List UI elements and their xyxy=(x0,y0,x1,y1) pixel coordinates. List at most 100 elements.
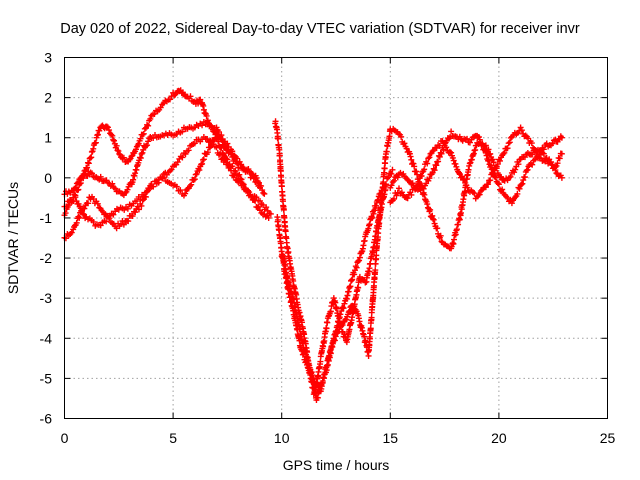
data-point xyxy=(464,135,471,142)
series-track-F xyxy=(387,128,565,207)
data-point xyxy=(335,312,342,319)
plot-frame xyxy=(64,57,608,419)
data-point xyxy=(389,179,396,186)
data-point xyxy=(187,93,194,100)
data-point xyxy=(339,304,346,311)
data-point xyxy=(122,189,129,196)
data-point xyxy=(437,232,444,239)
data-point xyxy=(280,260,287,267)
data-point xyxy=(554,160,561,167)
data-point xyxy=(558,150,565,157)
data-point xyxy=(408,156,415,163)
data-point xyxy=(492,174,499,181)
data-point xyxy=(553,170,560,177)
data-point xyxy=(411,163,418,170)
data-point xyxy=(128,153,135,160)
data-point xyxy=(549,140,556,147)
y-tick-label: 0 xyxy=(44,170,52,186)
data-point xyxy=(75,200,82,207)
data-point xyxy=(407,153,414,160)
data-point xyxy=(347,283,354,290)
data-point xyxy=(179,128,186,135)
data-point xyxy=(196,167,203,174)
data-point xyxy=(540,146,547,153)
data-point xyxy=(385,174,392,181)
data-point xyxy=(278,183,285,190)
data-point xyxy=(381,165,388,172)
data-point xyxy=(464,184,471,191)
data-point xyxy=(506,139,513,146)
data-point xyxy=(218,136,225,143)
data-point xyxy=(514,190,521,197)
data-point xyxy=(552,164,559,171)
data-point xyxy=(558,174,565,181)
data-point xyxy=(421,166,428,173)
data-point xyxy=(114,147,121,154)
data-point xyxy=(443,144,450,151)
data-point xyxy=(77,180,84,187)
data-point xyxy=(75,186,82,193)
data-point xyxy=(256,182,263,189)
data-point xyxy=(213,144,220,151)
data-point xyxy=(461,176,468,183)
data-point xyxy=(485,157,492,164)
y-tick-label: -4 xyxy=(40,330,53,346)
data-point xyxy=(388,182,395,189)
data-point xyxy=(191,140,198,147)
data-point xyxy=(111,137,118,144)
data-point xyxy=(284,278,291,285)
data-point xyxy=(84,164,91,171)
data-point xyxy=(68,229,75,236)
data-point xyxy=(253,179,260,186)
data-point xyxy=(208,123,215,130)
data-point xyxy=(234,160,241,167)
data-point xyxy=(85,200,92,207)
chart-title: Day 020 of 2022, Sidereal Day-to-day VTE… xyxy=(60,21,580,37)
data-point xyxy=(448,149,455,156)
data-point xyxy=(159,175,166,182)
data-point xyxy=(135,206,142,213)
data-point xyxy=(424,201,431,208)
data-point xyxy=(356,257,363,264)
data-point xyxy=(213,130,220,137)
axis-ticks: 0 5 10 15 20 25 -6 -5 -4 -3 -2 -1 0 1 2 3 xyxy=(40,50,616,447)
data-point xyxy=(496,157,503,164)
data-point xyxy=(441,140,448,147)
data-point xyxy=(332,299,339,306)
data-point xyxy=(393,192,400,199)
y-tick-label: -1 xyxy=(40,210,53,226)
data-point xyxy=(498,173,505,180)
data-point xyxy=(197,96,204,103)
data-point xyxy=(343,316,350,323)
data-point xyxy=(424,160,431,167)
data-point xyxy=(341,300,348,307)
data-point xyxy=(151,110,158,117)
series-track-G xyxy=(387,124,565,206)
data-point xyxy=(434,225,441,232)
data-point xyxy=(327,350,334,357)
data-point xyxy=(500,150,507,157)
data-point xyxy=(239,182,246,189)
data-point xyxy=(120,221,127,228)
data-point xyxy=(78,207,85,214)
data-point xyxy=(145,138,152,145)
data-point xyxy=(316,384,323,391)
data-point xyxy=(355,284,362,291)
y-tick-label: -2 xyxy=(40,250,53,266)
data-point xyxy=(517,124,524,131)
data-point xyxy=(386,133,393,140)
data-point xyxy=(382,182,389,189)
data-point xyxy=(113,142,120,149)
data-point xyxy=(138,150,145,157)
data-point xyxy=(140,130,147,137)
data-point xyxy=(88,154,95,161)
data-point xyxy=(324,361,331,368)
series-track-A xyxy=(61,87,272,221)
data-point xyxy=(193,170,200,177)
data-point xyxy=(215,151,222,158)
data-point xyxy=(404,195,411,202)
data-point xyxy=(73,219,80,226)
data-point xyxy=(536,151,543,158)
data-point xyxy=(231,172,238,179)
